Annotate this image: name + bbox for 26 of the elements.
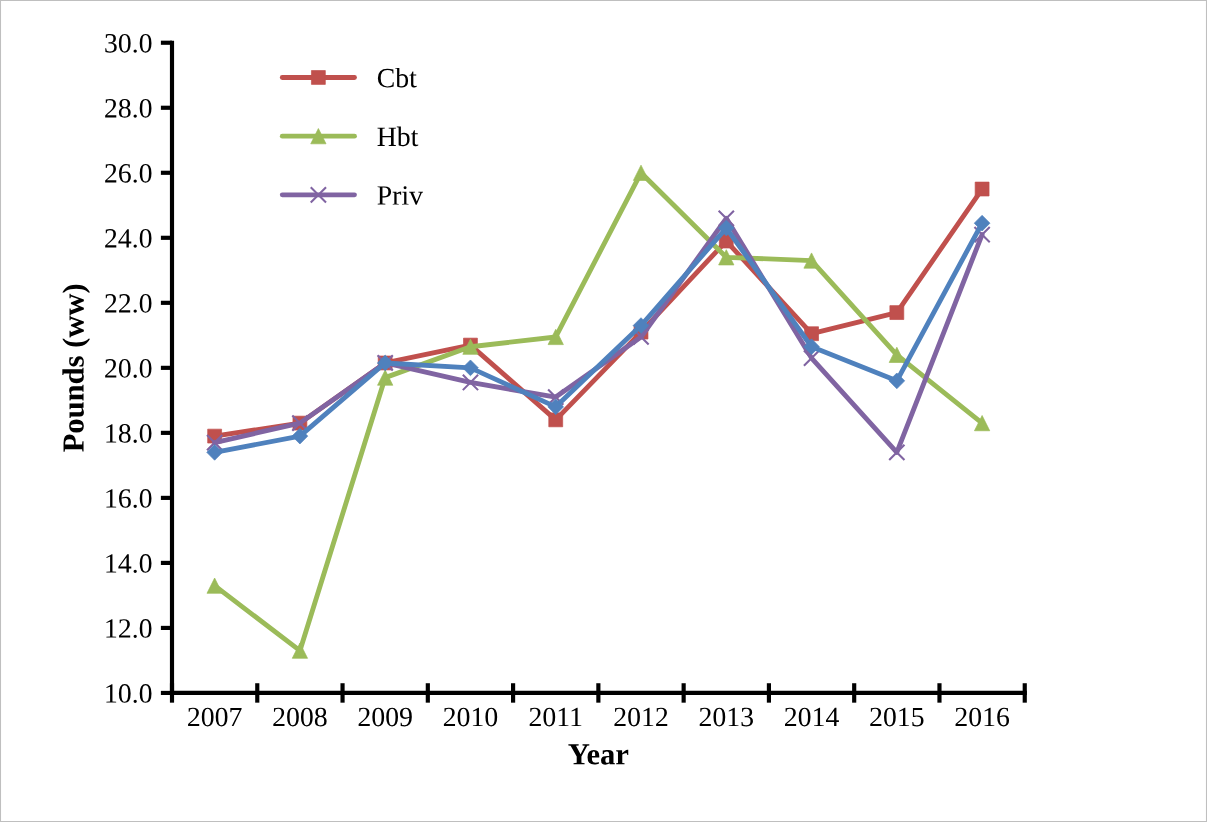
- y-tick-label: 24.0: [105, 228, 152, 248]
- y-axis-title: Pounds (ww): [62, 284, 91, 452]
- y-tick-label: 10.0: [106, 684, 152, 703]
- y-tick-label: 28.0: [105, 98, 152, 118]
- y-tick-label: 30.0: [105, 33, 152, 53]
- y-tick-label: 20.0: [105, 359, 152, 378]
- x-tick-label: 2008: [273, 707, 327, 727]
- x-tick-label: 2016: [955, 707, 1010, 727]
- legend-label: Cbt: [377, 67, 417, 88]
- x-tick-label: 2013: [699, 707, 753, 727]
- y-tick-label: 18.0: [106, 424, 152, 443]
- legend-label: Priv: [377, 186, 424, 205]
- y-tick-label: 14.0: [106, 554, 152, 573]
- y-tick-label: 12.0: [106, 619, 152, 638]
- y-tick-label: 16.0: [106, 489, 152, 508]
- x-tick-label: 2015: [870, 707, 924, 727]
- x-tick-label: 2010: [443, 707, 498, 727]
- x-axis-title: Year: [568, 744, 629, 765]
- x-tick-label: 2012: [614, 707, 668, 727]
- x-tick-label: 2009: [358, 707, 412, 727]
- x-tick-label: 2011: [529, 707, 582, 727]
- legend-label: Hbt: [377, 126, 419, 147]
- x-tick-label: 2014: [785, 707, 839, 727]
- y-tick-label: 22.0: [105, 293, 152, 313]
- x-tick-label: 2007: [188, 707, 242, 727]
- y-tick-label: 26.0: [105, 163, 152, 183]
